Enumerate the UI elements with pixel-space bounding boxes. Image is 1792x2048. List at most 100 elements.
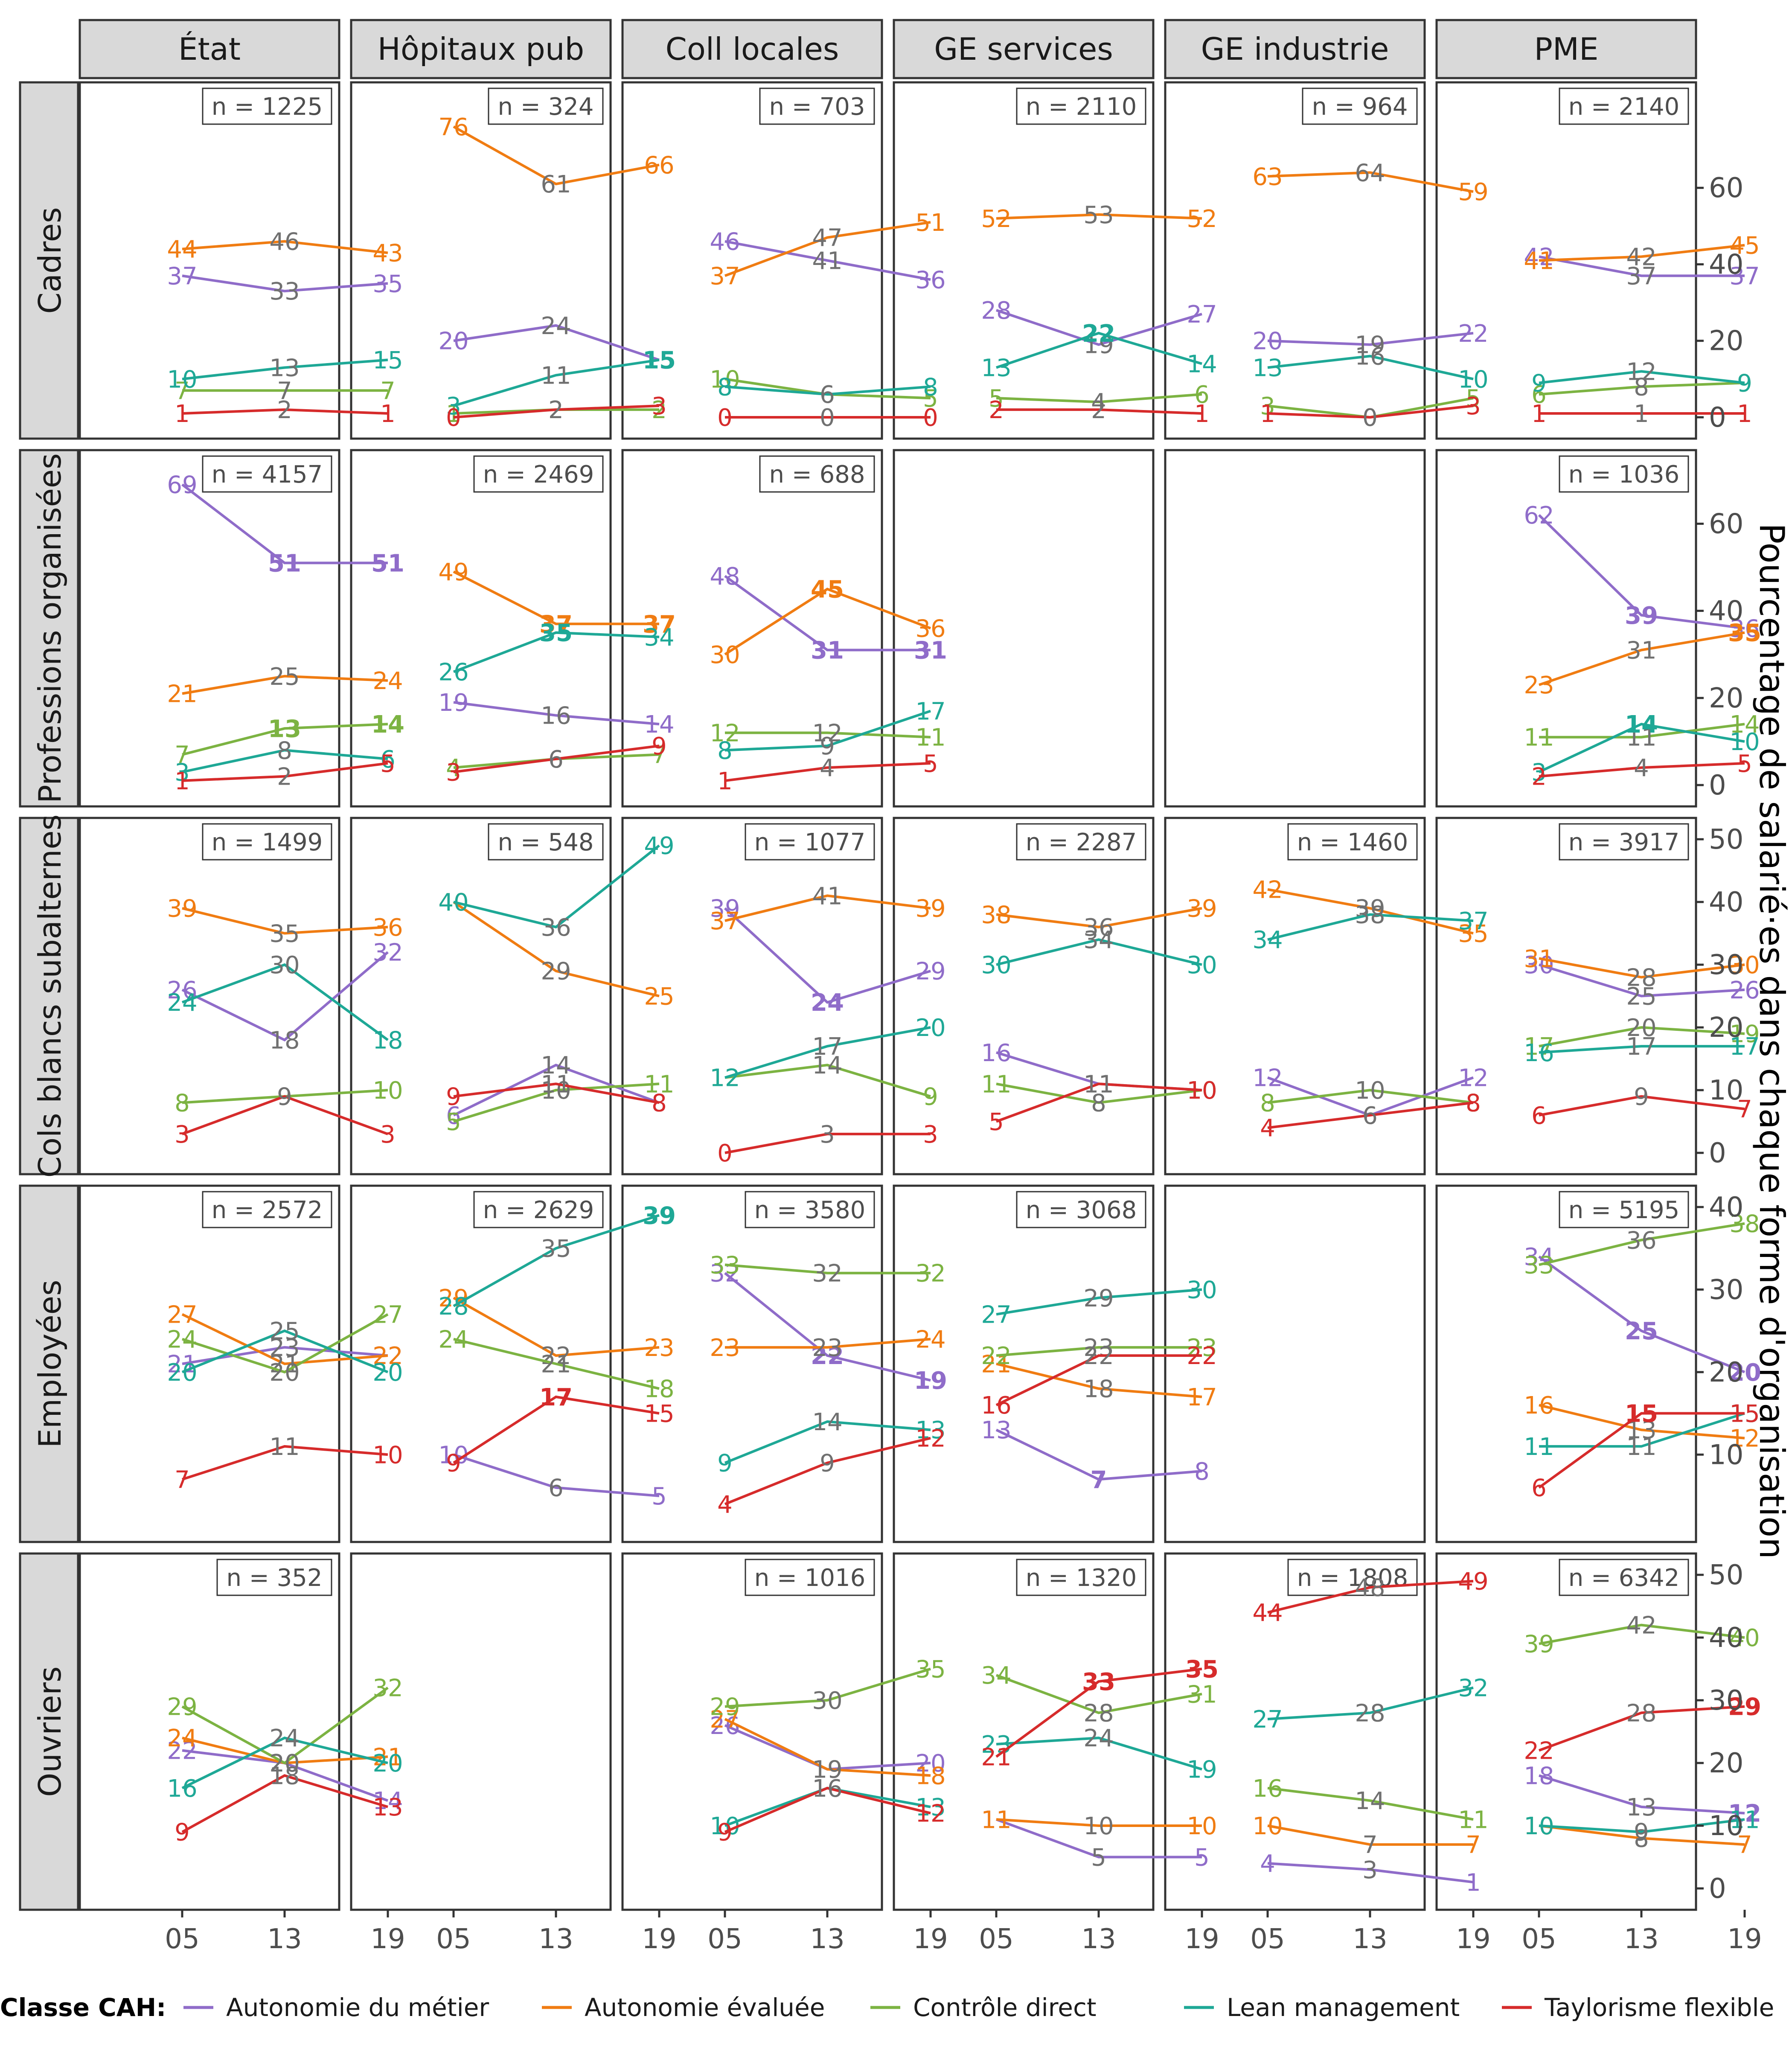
panel-frame [1435,1552,1697,1911]
panel-frame [79,449,340,808]
data-label: 44 [167,236,197,264]
data-label: 33 [269,278,300,305]
data-label: 21 [167,681,197,708]
data-label: 30 [269,951,300,979]
data-label: 5 [989,1108,1004,1136]
data-label: 42 [1626,244,1656,271]
series-line-autonomie-evaluee [453,901,660,998]
data-label: 38 [981,901,1011,929]
panel-frame [350,1552,612,1911]
data-label: 38 [1355,901,1385,929]
data-label: 1 [175,768,190,795]
data-label: 4 [1091,389,1106,416]
data-label: 17 [812,1033,842,1061]
data-label: 8 [1634,1825,1649,1853]
data-label: 2 [277,396,292,424]
data-label: 14 [644,711,674,739]
data-label: 16 [541,702,571,730]
data-label: 35 [539,620,573,647]
data-label: 5 [923,385,938,413]
data-label: 19 [438,689,468,717]
data-label: 28 [1083,1699,1114,1727]
data-label: 22 [1524,1737,1554,1765]
col-strip-label: PME [1534,31,1598,67]
series-line-autonomie-evaluee [996,213,1202,220]
n-label: n = 2287 [1026,829,1137,856]
series-line-autonomie-evaluee [453,1297,660,1357]
data-label: 14 [1355,1787,1385,1815]
y-tick-label: 0 [1709,770,1726,801]
legend-label: Lean management [1227,1993,1460,2022]
data-label: 10 [541,1077,571,1105]
y-tick-label: 40 [1709,249,1743,280]
panel-frame [1164,817,1426,1175]
facet-strips: État Hôpitaux pub Coll locales GE services G… [19,19,1697,1911]
data-label: 9 [277,1083,292,1111]
data-label: 16 [981,1039,1011,1067]
series-line-controle-direct [995,1674,1202,1714]
data-label: 21 [541,1351,571,1379]
data-label: 8 [652,1089,667,1117]
series-line-autonomie-evaluee [1539,957,1745,979]
series-line-autonomie-evaluee [1539,1404,1745,1440]
series-line-lean-management [996,1737,1202,1771]
data-label: 8 [1091,1089,1106,1117]
data-label: 42 [1252,876,1283,904]
series-line-taylorisme-flexible [453,1395,660,1464]
data-label: 36 [1083,914,1114,942]
series-line-lean-management [1539,370,1745,384]
n-label: n = 2140 [1568,93,1680,121]
series-line-autonomie-evaluee [724,1718,931,1777]
x-tick-label: 13 [1353,1923,1387,1955]
data-label: 12 [1458,1065,1488,1092]
data-label: 52 [981,205,1011,233]
data-label: 9 [1737,369,1752,397]
n-label-box [1559,1191,1689,1228]
col-strip-hopitaux-pub [350,19,612,79]
x-tick-label: 13 [267,1923,302,1955]
data-label: 8 [717,737,733,765]
data-label: 39 [643,1202,676,1230]
data-label: 13 [268,715,301,743]
data-label: 10 [1187,1812,1217,1840]
data-label: 42 [1524,244,1554,271]
data-label: 35 [915,1656,945,1684]
data-label: 12 [1252,1065,1283,1092]
series-line-autonomie-du-metier [453,701,660,726]
y-tick-label: 0 [1709,402,1726,433]
data-label: 28 [1626,1699,1656,1727]
data-label: 11 [981,1071,1011,1098]
data-label: 33 [710,1251,740,1279]
data-label: 5 [652,1483,667,1510]
series-line-autonomie-du-metier [724,1272,931,1382]
data-label: 22 [1083,1342,1114,1370]
data-label: 4 [717,1491,733,1519]
data-label: 66 [644,151,674,179]
data-label: 15 [643,347,676,375]
series-line-autonomie-du-metier [453,324,660,361]
data-label: 36 [915,615,945,643]
data-label: 30 [981,951,1011,979]
data-label: 35 [269,920,300,948]
series-line-autonomie-du-metier [996,309,1202,346]
data-label: 25 [269,1318,300,1345]
series-line-taylorisme-flexible [182,762,388,782]
series-line-taylorisme-flexible [453,404,660,419]
series-line-taylorisme-flexible [995,1082,1202,1123]
data-label: 17 [1187,1384,1217,1411]
n-label: n = 2629 [483,1196,594,1224]
x-tick-label: 19 [1727,1923,1762,1955]
n-label: n = 3068 [1026,1196,1137,1224]
n-label-box [473,455,604,493]
series-line-autonomie-du-metier [1539,255,1745,277]
data-label: 64 [1355,159,1385,187]
data-label: 10 [372,1441,403,1469]
data-label: 41 [812,247,842,275]
n-label-box [1559,455,1689,493]
data-label: 5 [446,1108,461,1136]
x-tick-label: 13 [1081,1923,1116,1955]
